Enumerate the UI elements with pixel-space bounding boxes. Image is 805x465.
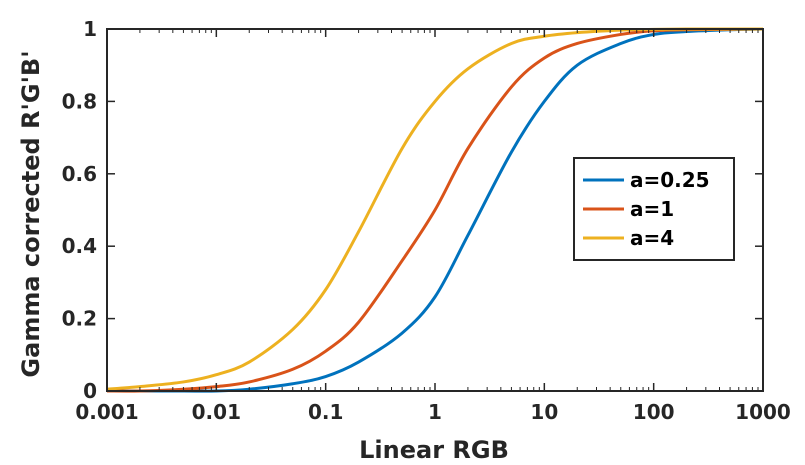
x-tick-label: 100 [633,400,675,424]
x-tick-label: 1000 [735,400,791,424]
x-tick-label: 0.01 [192,400,241,424]
y-tick-label: 0.6 [62,162,97,186]
y-tick-label: 1 [83,17,97,41]
y-tick-label: 0 [83,379,97,403]
y-tick-label: 0.2 [62,307,97,331]
x-axis-label: Linear RGB [359,436,509,464]
axes: 0.001 0.01 0.1 1 10 100 1000 0 0.2 0.4 0.6 0.8 1 [62,17,791,424]
legend: a=0.25 a=1 a=4 [573,157,735,261]
x-tick-label: 10 [530,400,558,424]
y-tick-label: 0.4 [62,234,97,258]
x-tick-label: 0.1 [308,400,343,424]
y-tick-label: 0.8 [62,89,97,113]
legend-label-2: a=4 [630,226,674,250]
legend-label-1: a=1 [630,197,674,221]
y-axis-label: Gamma corrected R'G'B' [17,50,45,377]
x-tick-label: 1 [428,400,442,424]
legend-label-0: a=0.25 [630,168,710,192]
x-tick-label: 0.001 [75,400,138,424]
